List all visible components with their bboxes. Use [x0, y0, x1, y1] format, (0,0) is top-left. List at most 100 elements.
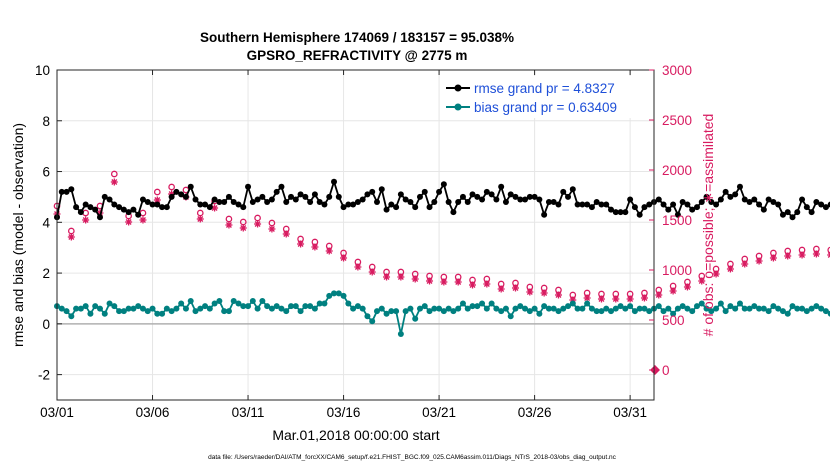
bias-point [187, 298, 194, 304]
bias-point [436, 305, 443, 312]
bias-point [741, 305, 748, 312]
bias-point [87, 310, 94, 317]
asterisk-stroke [240, 225, 247, 231]
asterisk-stroke [455, 279, 462, 285]
rmse-point [445, 199, 452, 205]
asterisk-stroke [655, 292, 662, 298]
bias-point [335, 290, 342, 297]
rmse-point [240, 204, 247, 211]
rmse-point [479, 196, 486, 203]
bias-point [316, 300, 323, 307]
asterisk-stroke [541, 290, 548, 296]
rmse-point [192, 196, 199, 203]
bias-point [264, 303, 271, 310]
y-right-tick-label: 1000 [662, 263, 692, 278]
bias-point [622, 305, 629, 312]
legend-bias-label: bias grand pr = 0.63409 [474, 100, 617, 115]
asterisk-stroke [426, 278, 433, 284]
rmse-point [641, 204, 648, 211]
bias-point [154, 310, 161, 317]
data-file-footnote: data file: /Users/raeder/DAI/ATM_forcXX/… [208, 454, 617, 461]
rmse-point [163, 204, 170, 211]
bias-point [555, 308, 562, 315]
rmse-point [63, 188, 70, 195]
bias-point [522, 305, 529, 312]
tick-layer: 03/01 03/06 03/11 03/16 03/21 03/26 03/31 -2 0 2 4… [35, 63, 692, 420]
y-right-tick-label: 500 [662, 313, 685, 328]
bias-point [450, 308, 457, 315]
assimilated-obs-marker [239, 224, 247, 232]
rmse-point [703, 193, 710, 200]
bias-point [373, 308, 380, 315]
bias-point [350, 305, 357, 312]
bias-point [641, 305, 648, 312]
bias-point [130, 305, 137, 312]
plot-area-frame [56, 69, 655, 401]
rmse-point [808, 209, 815, 216]
asterisk-stroke [412, 276, 419, 282]
rmse-point [727, 193, 734, 200]
bias-point [574, 305, 581, 312]
bias-point [230, 298, 237, 304]
asterisk-stroke [354, 264, 361, 270]
assimilated-obs-marker [139, 216, 147, 224]
assimilated-obs-marker [297, 240, 305, 248]
rmse-point [436, 188, 443, 195]
asterisk-stroke [584, 295, 591, 301]
rmse-point [197, 201, 204, 208]
rmse-point [116, 204, 123, 211]
rmse-point [149, 201, 156, 208]
rmse-point [622, 209, 629, 216]
bias-point [550, 305, 557, 312]
x-tick-label: 03/06 [136, 405, 170, 420]
rmse-point [316, 199, 323, 205]
asterisk-stroke [641, 295, 648, 301]
bias-point [412, 315, 419, 322]
bias-point [354, 303, 361, 310]
rmse-point [818, 201, 825, 208]
bias-point [182, 305, 189, 312]
bias-point [670, 310, 677, 317]
rmse-point [278, 183, 285, 190]
assimilated-obs-marker [383, 273, 391, 281]
bias-point [608, 308, 615, 315]
legend: rmse grand pr = 4.8327 bias grand pr = 0… [442, 76, 650, 118]
possible-obs-marker [153, 188, 161, 196]
asterisk-stroke [197, 216, 204, 222]
y-axis-left-label: rmse and bias (model - observation) [10, 123, 26, 347]
assimilated-obs-marker [196, 215, 204, 223]
rmse-point [130, 206, 137, 213]
bias-point [159, 310, 166, 317]
assimilated-obs-marker [469, 281, 477, 289]
assimilated-obs-marker [726, 265, 734, 273]
rmse-point [698, 199, 705, 205]
asterisk-stroke [140, 217, 146, 223]
rmse-point [741, 196, 748, 203]
bias-point [58, 305, 65, 312]
rmse-point [498, 183, 505, 190]
asterisk-stroke [799, 252, 806, 258]
bias-point [464, 305, 471, 312]
rmse-point [474, 193, 481, 200]
rmse-point [608, 206, 615, 213]
rmse-point [373, 199, 380, 205]
rmse-point [722, 188, 729, 195]
assimilated-obs-marker [511, 284, 519, 292]
bias-point [813, 303, 820, 310]
rmse-point [588, 204, 595, 211]
rmse-point [574, 201, 581, 208]
rmse-point [254, 196, 261, 203]
bias-point [818, 305, 825, 312]
asterisk-stroke [512, 285, 519, 291]
bias-point [627, 303, 634, 310]
y-right-tick-label: 0 [662, 363, 670, 378]
bias-point [278, 305, 285, 312]
rmse-point [455, 199, 462, 205]
rmse-point [493, 196, 500, 203]
x-tick-label: 03/11 [232, 405, 265, 420]
x-axis-label: Mar.01,2018 00:00:00 start [272, 427, 439, 443]
rmse-point [416, 193, 423, 200]
bias-point [259, 298, 266, 304]
bias-point [240, 303, 247, 310]
assimilated-obs-marker [110, 178, 118, 186]
